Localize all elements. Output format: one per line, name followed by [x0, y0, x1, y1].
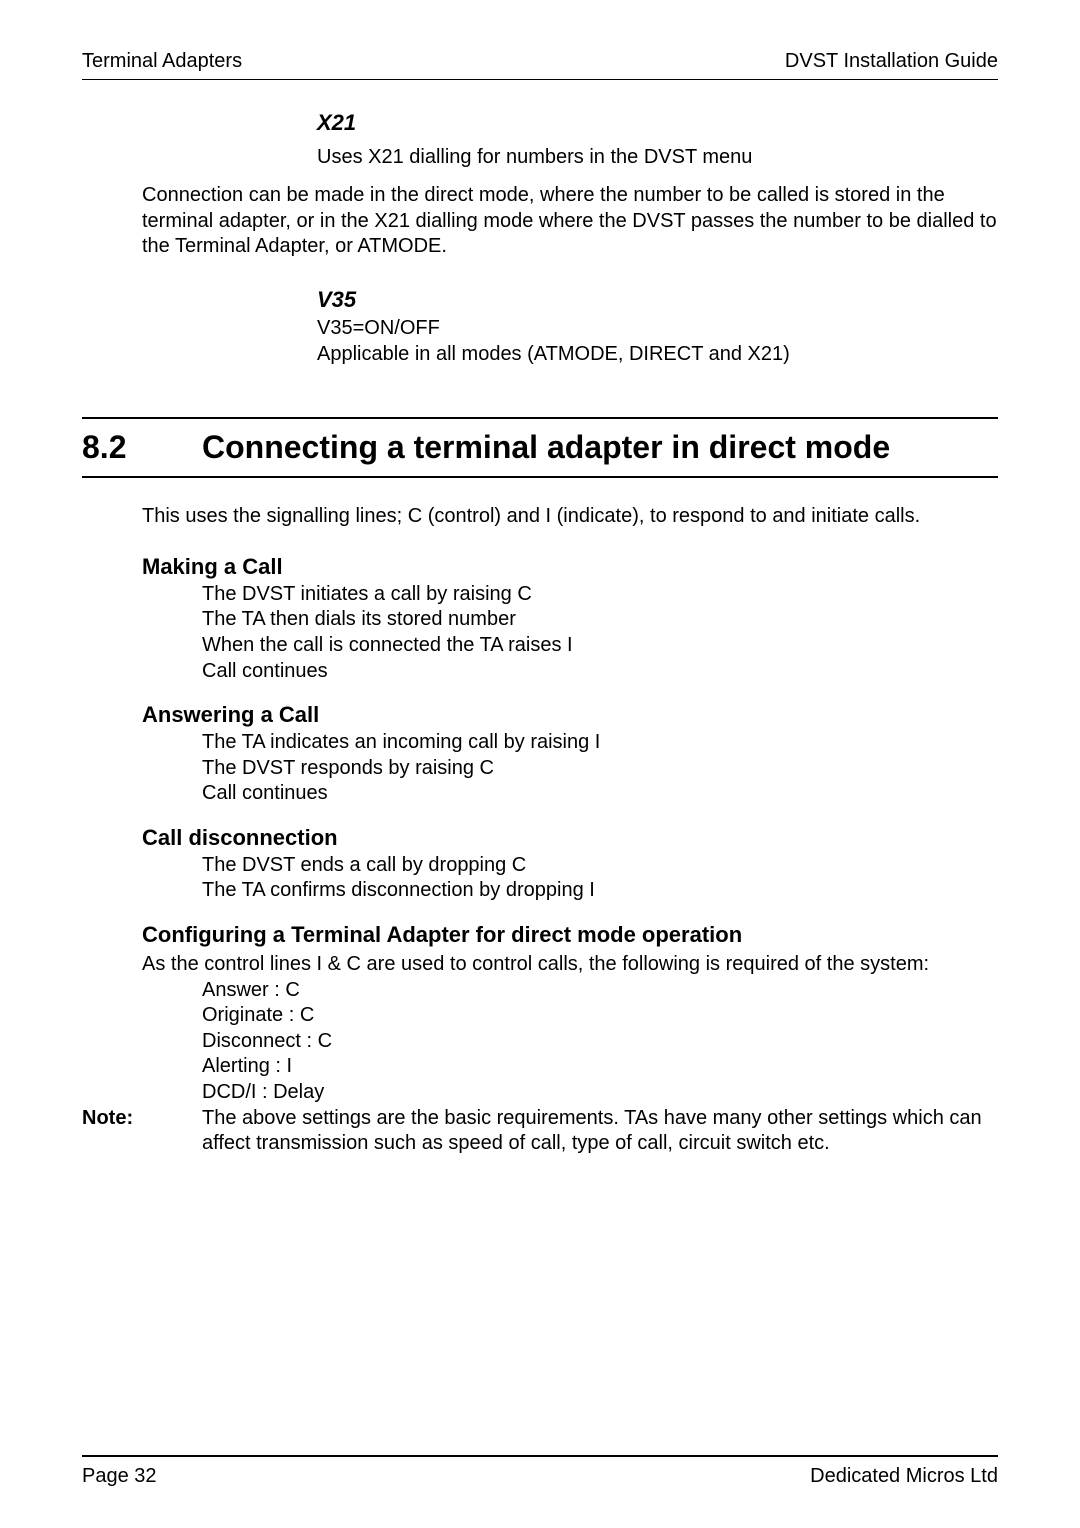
x21-line: Uses X21 dialling for numbers in the DVS…: [317, 146, 998, 169]
config-lead: As the control lines I & C are used to c…: [142, 952, 998, 978]
disconnect-heading: Call disconnection: [142, 825, 998, 851]
answering-l3: Call continues: [202, 781, 998, 807]
config-l5: DCD/I : Delay: [202, 1080, 998, 1106]
config-l2: Originate : C: [202, 1003, 998, 1029]
config-l1: Answer : C: [202, 978, 998, 1004]
header-right: DVST Installation Guide: [785, 50, 998, 73]
x21-paragraph: Connection can be made in the direct mod…: [142, 183, 998, 260]
chapter-heading: 8.2 Connecting a terminal adapter in dir…: [82, 419, 998, 478]
v35-block: V35 V35=ON/OFF Applicable in all modes (…: [317, 280, 998, 367]
answering-heading: Answering a Call: [142, 702, 998, 728]
page: Terminal Adapters DVST Installation Guid…: [0, 0, 1080, 1528]
config-l4: Alerting : I: [202, 1054, 998, 1080]
chapter-title: Connecting a terminal adapter in direct …: [202, 429, 890, 466]
x21-title: X21: [317, 110, 998, 136]
chapter-number: 8.2: [82, 429, 202, 466]
note-label: Note:: [82, 1106, 202, 1157]
making-l2: The TA then dials its stored number: [202, 607, 998, 633]
answering-l1: The TA indicates an incoming call by rai…: [202, 730, 998, 756]
v35-line2: Applicable in all modes (ATMODE, DIRECT …: [317, 342, 998, 368]
disconnect-lines: The DVST ends a call by dropping C The T…: [202, 853, 998, 904]
footer-right: Dedicated Micros Ltd: [810, 1465, 998, 1488]
note-row: Note: The above settings are the basic r…: [82, 1106, 998, 1157]
config-lines: Answer : C Originate : C Disconnect : C …: [202, 978, 998, 1106]
page-header: Terminal Adapters DVST Installation Guid…: [82, 50, 998, 80]
making-l4: Call continues: [202, 659, 998, 685]
note-body: The above settings are the basic require…: [202, 1106, 998, 1157]
footer-left: Page 32: [82, 1465, 157, 1488]
making-heading: Making a Call: [142, 554, 998, 580]
answering-l2: The DVST responds by raising C: [202, 756, 998, 782]
config-l3: Disconnect : C: [202, 1029, 998, 1055]
making-l3: When the call is connected the TA raises…: [202, 633, 998, 659]
x21-block: X21 Uses X21 dialling for numbers in the…: [317, 104, 998, 169]
footer-wrap: Page 32 Dedicated Micros Ltd: [82, 1455, 998, 1488]
page-footer: Page 32 Dedicated Micros Ltd: [82, 1455, 998, 1488]
making-lines: The DVST initiates a call by raising C T…: [202, 582, 998, 684]
disconnect-l1: The DVST ends a call by dropping C: [202, 853, 998, 879]
v35-line1: V35=ON/OFF: [317, 316, 998, 342]
intro-paragraph: This uses the signalling lines; C (contr…: [142, 504, 998, 530]
v35-title: V35: [317, 286, 998, 314]
config-heading: Configuring a Terminal Adapter for direc…: [142, 922, 998, 948]
header-left: Terminal Adapters: [82, 50, 242, 73]
disconnect-l2: The TA confirms disconnection by droppin…: [202, 878, 998, 904]
making-l1: The DVST initiates a call by raising C: [202, 582, 998, 608]
answering-lines: The TA indicates an incoming call by rai…: [202, 730, 998, 807]
